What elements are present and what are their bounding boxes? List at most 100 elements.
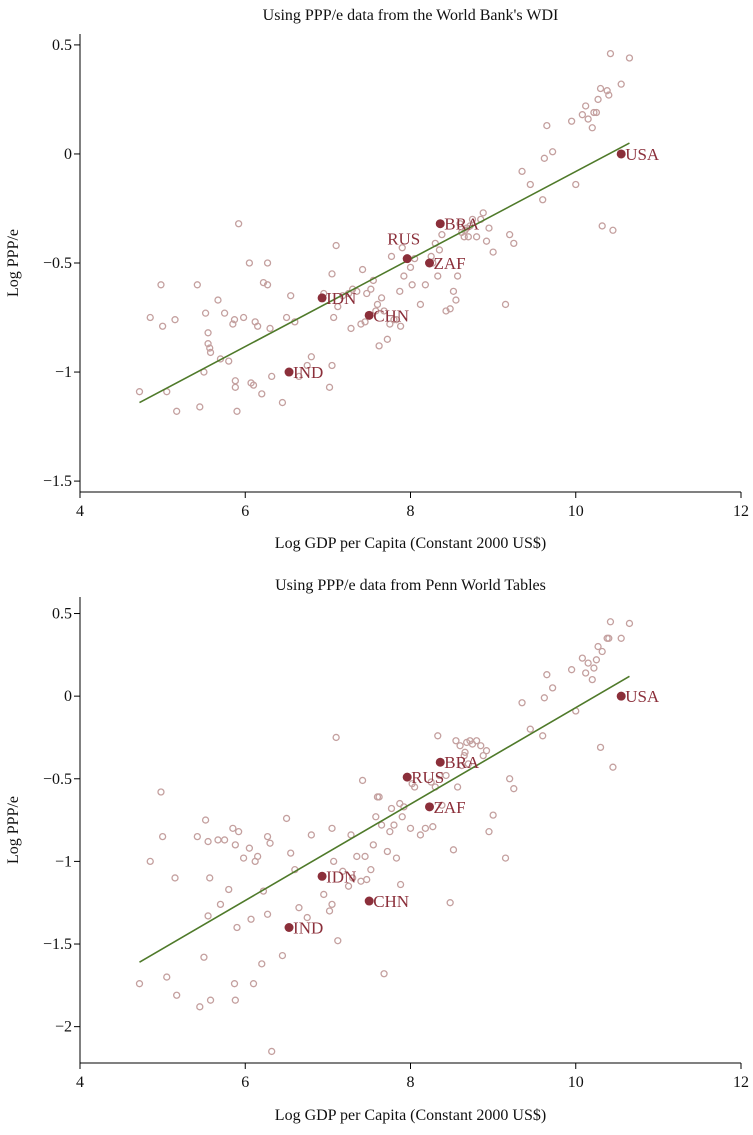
data-point	[386, 828, 394, 836]
data-point	[603, 87, 611, 95]
data-point	[429, 823, 437, 831]
data-point	[518, 167, 526, 176]
data-point	[609, 763, 617, 771]
data-point	[367, 285, 375, 293]
data-point	[158, 832, 167, 841]
data-point	[386, 320, 394, 328]
data-point	[617, 80, 625, 88]
data-point	[598, 647, 606, 656]
x-tick-label: 12	[733, 1074, 749, 1091]
data-point	[452, 737, 460, 745]
data-point	[408, 281, 416, 289]
data-point	[231, 377, 239, 385]
data-point	[171, 874, 179, 882]
country-label-chn: CHN	[373, 306, 409, 325]
data-point	[157, 788, 165, 796]
data-point	[400, 272, 408, 280]
data-point	[489, 811, 497, 819]
data-point	[287, 849, 295, 857]
data-point	[249, 381, 258, 389]
data-point	[383, 847, 392, 856]
data-point	[380, 970, 388, 978]
data-point	[328, 361, 336, 370]
data-point	[347, 324, 355, 333]
data-point	[196, 403, 204, 411]
data-point	[464, 760, 472, 768]
data-point	[396, 287, 404, 296]
data-point	[214, 836, 222, 844]
data-point	[330, 857, 338, 866]
data-point	[229, 320, 237, 328]
data-point	[220, 309, 229, 317]
data-point	[303, 913, 311, 922]
data-point	[325, 907, 334, 915]
data-point	[518, 699, 526, 707]
data-point	[330, 313, 338, 322]
y-tick-label: −0.5	[43, 255, 72, 272]
data-point	[540, 694, 549, 702]
data-point	[582, 102, 590, 110]
data-point	[625, 619, 634, 628]
y-tick-label: 0.5	[52, 606, 72, 623]
data-point	[204, 340, 212, 348]
highlight-point-bra	[435, 757, 445, 767]
data-point	[396, 322, 405, 330]
y-axis-label: Log PPP/e	[5, 796, 22, 864]
data-point	[339, 867, 347, 875]
highlight-point-zaf	[425, 258, 435, 268]
data-point	[173, 407, 181, 415]
data-point	[606, 49, 615, 58]
data-point	[295, 904, 303, 912]
data-point	[206, 348, 215, 357]
data-point	[489, 248, 497, 256]
y-tick-label: −0.5	[43, 771, 72, 788]
data-point	[204, 837, 212, 846]
y-tick-label: −1	[55, 853, 72, 870]
data-point	[594, 95, 602, 104]
data-point	[617, 634, 625, 642]
data-point	[434, 272, 442, 280]
data-point	[396, 880, 405, 889]
data-point	[325, 383, 334, 391]
x-tick-label: 6	[241, 1074, 249, 1091]
data-point	[146, 857, 154, 866]
x-tick-label: 4	[76, 503, 84, 520]
data-point	[578, 111, 587, 119]
data-point	[472, 233, 481, 241]
data-point	[582, 669, 590, 677]
x-tick-label: 12	[733, 503, 749, 520]
data-point	[449, 846, 458, 854]
data-point	[225, 885, 233, 894]
data-point	[596, 84, 605, 93]
data-point	[543, 121, 551, 130]
data-point	[268, 372, 276, 381]
x-tick-label: 4	[76, 1074, 84, 1091]
data-point	[380, 307, 388, 315]
data-point	[482, 237, 491, 245]
data-point	[287, 292, 295, 300]
data-point	[421, 281, 430, 289]
country-label-usa: USA	[625, 687, 660, 706]
data-point	[367, 866, 375, 874]
data-point	[361, 318, 369, 326]
data-point	[572, 180, 580, 189]
country-label-ind: IND	[293, 918, 323, 937]
data-point	[266, 324, 274, 333]
data-point	[193, 832, 201, 841]
y-tick-label: 0	[64, 146, 72, 163]
data-point	[567, 666, 576, 674]
fit-line	[139, 142, 630, 404]
country-label-rus: RUS	[411, 768, 444, 787]
data-point	[584, 115, 592, 123]
data-point	[501, 854, 510, 862]
data-point	[334, 937, 342, 945]
data-point	[592, 108, 601, 117]
data-point	[460, 751, 468, 760]
data-point	[461, 748, 469, 756]
country-label-rus: RUS	[387, 230, 420, 249]
data-point	[390, 316, 398, 324]
data-point	[505, 230, 514, 239]
country-label-ind: IND	[293, 363, 323, 382]
data-point	[477, 742, 485, 750]
